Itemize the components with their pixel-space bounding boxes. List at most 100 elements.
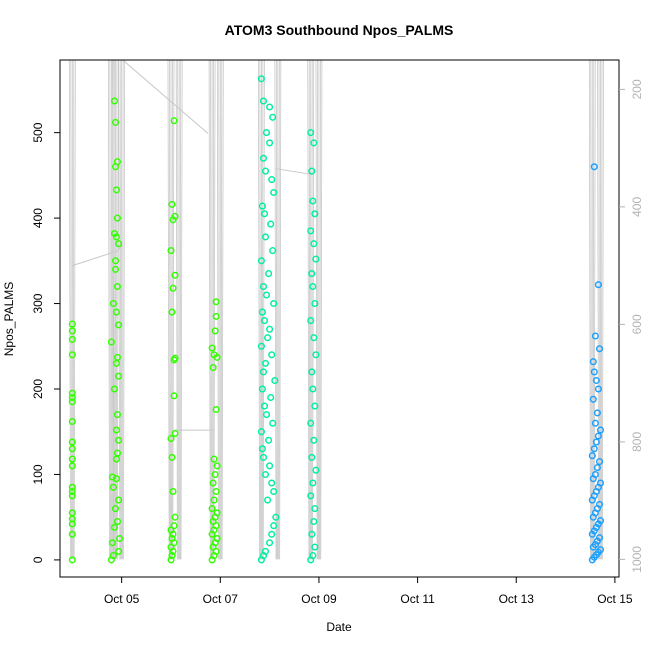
point-0-101 [212,405,220,414]
point-0-67 [169,487,177,496]
point-0-26 [108,473,116,481]
point-1-53 [308,530,316,538]
point-2-26 [595,458,604,466]
altitude-profile-0-0 [68,59,71,560]
point-0-8 [68,462,76,470]
point-0-80 [168,200,176,208]
point-0-33 [110,229,119,238]
altitude-profile-0-3 [72,59,75,560]
point-0-11 [68,438,76,446]
point-0-18 [68,327,76,335]
point-0-75 [169,284,177,292]
x-tick-label-2: Oct 09 [301,592,337,606]
point-0-16 [68,351,76,359]
point-0-105 [208,344,216,352]
altitude-profile-5-0 [175,59,178,560]
point-1-37 [267,220,275,228]
point-2-41 [594,281,602,289]
altitude-transit-1 [117,244,124,252]
x-tick-label-3: Oct 11 [400,592,435,606]
point-0-24 [111,505,120,513]
point-2-36 [592,376,600,385]
altitude-profile-5-4 [180,59,183,560]
y-tick-label-0: 0 [31,556,45,563]
x-tick-label-5: Oct 15 [597,592,633,606]
chart-title: ATOM3 Southbound Npos_PALMS [225,22,454,38]
point-1-12 [259,453,268,461]
altitude-profile-3-1 [119,59,122,560]
altitude-profile-4-0 [167,59,170,560]
point-1-40 [270,188,278,197]
point-1-72 [310,240,318,248]
point-0-66 [171,513,179,521]
point-1-5 [270,522,278,530]
point-1-74 [311,210,319,218]
point-1-45 [262,129,271,137]
y2-tick-label-1: 400 [630,197,644,217]
point-2-31 [596,426,605,434]
point-2-4 [596,546,605,554]
point-1-46 [269,113,277,121]
point-1-65 [312,351,320,359]
point-2-22 [596,479,605,487]
point-1-2 [261,547,270,555]
point-0-76 [171,271,179,279]
altitude-profile-9-0 [274,59,277,560]
point-0-22 [108,539,116,547]
point-0-98 [211,470,219,479]
y2-tick-label-2: 600 [630,314,644,334]
point-0-65 [170,522,178,530]
point-0-35 [112,186,121,194]
point-1-22 [259,368,268,376]
point-1-32 [259,282,268,291]
altitude-profile-13-3 [601,59,603,560]
altitude-profile-10-4 [312,59,315,560]
point-2-37 [590,368,598,376]
point-0-68 [168,453,176,461]
altitude-profile-11-1 [317,59,319,560]
point-1-35 [269,247,277,255]
point-0-30 [109,299,117,308]
point-1-64 [308,368,316,376]
point-1-19 [267,393,275,402]
point-1-15 [257,428,265,436]
x-axis-label: Date [326,620,352,634]
altitude-profile-1-0 [107,59,110,560]
point-1-56 [307,492,315,500]
point-1-6 [272,513,280,521]
point-0-21 [109,552,117,560]
point-0-94 [208,505,216,513]
point-1-24 [268,351,276,359]
point-0-69 [171,429,179,437]
y-axis-label: Npos_PALMS [2,282,16,356]
point-0-41 [116,534,124,543]
point-0-52 [115,321,123,329]
point-0-34 [113,214,122,222]
point-2-13 [596,517,605,525]
altitude-profile-10-0 [307,59,310,560]
point-0-25 [109,483,117,491]
point-1-60 [310,436,318,444]
point-0-49 [115,372,123,380]
altitude-profile-6-4 [213,59,216,560]
point-0-1 [68,530,76,538]
point-0-13 [68,398,76,406]
point-0-40 [115,547,123,555]
point-1-11 [266,462,274,470]
altitude-line [68,59,604,560]
point-2-34 [589,395,597,403]
point-0-15 [68,389,76,397]
point-2-33 [593,409,601,417]
altitude-profile-5-3 [179,59,182,560]
point-1-71 [312,255,320,263]
y2-axis: 200 400 600 800 1000 [619,79,644,573]
point-1-31 [262,291,271,299]
point-0-47 [112,426,121,434]
point-2-42 [590,163,598,171]
altitude-profile-5-1 [177,59,179,560]
point-0-93 [213,509,221,517]
point-1-52 [311,543,319,551]
altitude-profile-3-3 [122,59,124,560]
point-0-77 [167,247,175,255]
point-0-48 [113,411,122,419]
